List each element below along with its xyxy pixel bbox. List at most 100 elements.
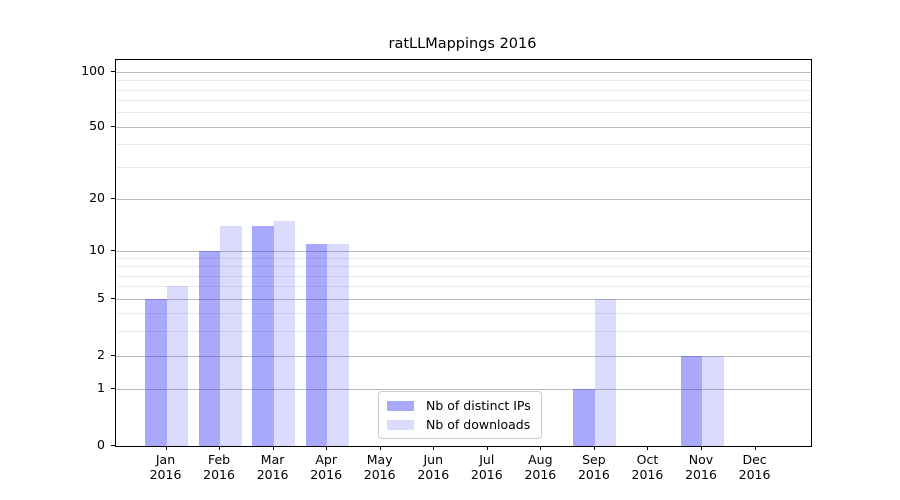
bar-distinct-ips-nov	[680, 356, 702, 446]
minor-gridline-30	[116, 166, 811, 168]
y-tick-mark-50	[111, 125, 115, 127]
x-tick-month: Nov	[688, 452, 714, 467]
x-tick-month: Jul	[479, 452, 495, 467]
x-tick-year: 2016	[631, 467, 664, 482]
x-tick-year: 2016	[256, 467, 289, 482]
x-tick-year: 2016	[738, 467, 771, 482]
x-tick-mark-jan	[165, 446, 167, 450]
minor-gridline-60	[116, 112, 811, 114]
x-tick-label-mar: Mar 2016	[233, 452, 313, 482]
x-tick-month: Jun	[423, 452, 444, 467]
x-tick-month: Jan	[155, 452, 176, 467]
x-tick-label-jul: Jul 2016	[447, 452, 527, 482]
x-tick-month: Oct	[636, 452, 659, 467]
x-tick-label-nov: Nov 2016	[661, 452, 741, 482]
x-tick-year: 2016	[203, 467, 235, 482]
x-tick-mark-dec	[754, 446, 756, 450]
x-tick-year: 2016	[685, 467, 717, 482]
x-tick-year: 2016	[363, 467, 396, 482]
x-tick-mark-jul	[486, 446, 488, 450]
bar-downloads-apr	[327, 243, 349, 446]
x-tick-label-aug: Aug 2016	[500, 452, 580, 482]
x-tick-month: Aug	[528, 452, 553, 467]
y-tick-label-50: 50	[89, 117, 105, 133]
x-tick-mark-apr	[326, 446, 328, 450]
x-tick-mark-nov	[701, 446, 702, 450]
x-tick-mark-oct	[647, 446, 649, 450]
y-tick-mark-5	[111, 298, 115, 299]
x-tick-month: Feb	[207, 452, 231, 467]
minor-gridline-80	[116, 89, 811, 91]
major-gridline-2	[116, 356, 811, 357]
x-tick-month: Sep	[582, 452, 606, 467]
bar-distinct-ips-apr	[305, 243, 328, 446]
x-tick-label-jun: Jun 2016	[393, 452, 473, 482]
legend-item-distinct-ips: Nb of distinct IPs	[387, 398, 531, 413]
major-gridline-1	[116, 389, 811, 390]
x-tick-label-may: May 2016	[340, 452, 420, 482]
minor-gridline-9	[116, 258, 811, 260]
y-tick-mark-0	[111, 445, 115, 446]
x-tick-label-oct: Oct 2016	[607, 452, 687, 482]
x-tick-year: 2016	[149, 467, 182, 482]
y-tick-label-1: 1	[97, 380, 105, 395]
minor-gridline-8	[116, 266, 811, 268]
x-tick-label-feb: Feb 2016	[179, 452, 259, 482]
bar-downloads-jan	[166, 286, 188, 446]
x-tick-label-jan: Jan 2016	[126, 452, 206, 482]
x-tick-year: 2016	[310, 467, 343, 482]
major-gridline-100	[116, 72, 811, 73]
y-tick-mark-10	[111, 250, 115, 251]
y-tick-mark-2	[111, 355, 115, 356]
x-tick-label-dec: Dec 2016	[715, 452, 795, 482]
y-tick-label-20: 20	[89, 190, 105, 205]
bar-distinct-ips-mar	[252, 225, 274, 446]
legend-label-distinct-ips: Nb of distinct IPs	[426, 398, 531, 413]
y-tick-mark-1	[111, 388, 115, 389]
x-tick-year: 2016	[524, 467, 557, 482]
minor-gridline-7	[116, 275, 811, 277]
minor-gridline-70	[116, 100, 811, 102]
legend-label-downloads: Nb of downloads	[426, 417, 531, 432]
bar-downloads-nov	[702, 356, 724, 446]
y-tick-label-5: 5	[97, 290, 105, 305]
x-tick-month: May	[366, 452, 393, 467]
minor-gridline-3	[116, 330, 811, 332]
x-tick-mark-sep	[593, 446, 595, 450]
legend-swatch-downloads	[387, 419, 414, 430]
y-tick-label-10: 10	[89, 242, 105, 257]
y-tick-mark-20	[111, 198, 115, 199]
x-tick-label-sep: Sep 2016	[554, 452, 634, 482]
legend: Nb of distinct IPs Nb of downloads	[378, 391, 542, 439]
x-tick-month: Mar	[260, 452, 285, 467]
minor-gridline-90	[116, 80, 811, 82]
x-tick-month: Dec	[742, 452, 767, 467]
x-tick-mark-may	[379, 446, 381, 450]
x-tick-label-apr: Apr 2016	[286, 452, 366, 482]
minor-gridline-40	[116, 144, 811, 146]
minor-gridline-6	[116, 286, 811, 288]
bar-downloads-sep	[594, 299, 617, 446]
major-gridline-20	[116, 199, 811, 200]
major-gridline-5	[116, 299, 811, 300]
major-gridline-50	[116, 126, 811, 128]
bar-distinct-ips-sep	[573, 389, 595, 446]
legend-item-downloads: Nb of downloads	[387, 417, 531, 432]
x-tick-year: 2016	[577, 467, 610, 482]
major-gridline-10	[116, 251, 811, 252]
x-tick-year: 2016	[470, 467, 503, 482]
chart-title: ratLLMappings 2016	[388, 36, 537, 52]
x-tick-mark-aug	[540, 446, 542, 450]
y-tick-label-2: 2	[97, 347, 105, 362]
plot-area	[115, 59, 812, 447]
y-tick-label-0: 0	[97, 437, 105, 452]
bar-downloads-mar	[273, 220, 296, 446]
bar-distinct-ips-jan	[145, 299, 167, 446]
minor-gridline-4	[116, 312, 811, 314]
bar-downloads-feb	[220, 225, 242, 446]
x-tick-mark-jun	[433, 446, 435, 450]
x-tick-mark-feb	[219, 446, 221, 450]
y-tick-mark-100	[111, 71, 115, 72]
y-tick-label-100: 100	[81, 63, 105, 78]
